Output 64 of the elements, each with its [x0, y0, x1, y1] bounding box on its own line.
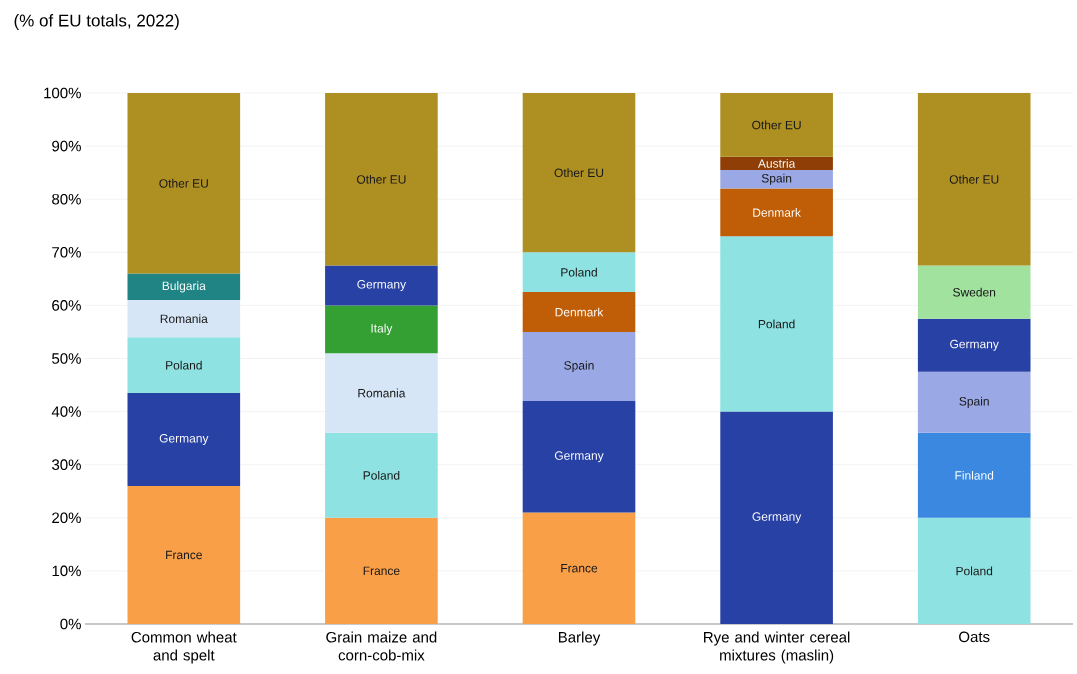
bar: [127, 485, 241, 624]
bar: [522, 292, 636, 332]
data-label: Other EU: [356, 174, 406, 184]
y-tick-label: 20%: [52, 512, 81, 524]
x-tick-label: Oats: [959, 631, 990, 643]
data-label: Other EU: [554, 168, 604, 178]
data-label: Bulgaria: [162, 281, 206, 293]
data-label: Romania: [358, 388, 406, 398]
y-tick-label: 100%: [44, 87, 81, 99]
x-tick-label: Grain maize and corn-cob-mix: [326, 631, 437, 661]
data-label: Poland: [758, 319, 795, 329]
data-label: Poland: [363, 470, 400, 480]
data-label: Other EU: [752, 120, 801, 130]
x-tick-label: Common wheat and spelt: [131, 631, 237, 664]
data-label: Spain: [761, 173, 792, 185]
data-label: Denmark: [753, 208, 801, 217]
bar: [917, 265, 1031, 319]
bar: [917, 371, 1031, 433]
bar: [127, 300, 241, 338]
y-tick-label: 80%: [52, 193, 81, 205]
data-label: Poland: [561, 267, 597, 277]
data-label: Poland: [956, 566, 993, 576]
bar: [325, 305, 438, 354]
bar: [127, 92, 241, 274]
data-label: Poland: [166, 360, 202, 370]
data-label: Romania: [160, 314, 208, 324]
data-label: Other EU: [159, 178, 208, 188]
data-label: Other EU: [949, 174, 999, 184]
y-tick-label: 30%: [52, 459, 81, 470]
bar: [522, 331, 636, 401]
bar: [325, 517, 438, 624]
bar: [522, 92, 636, 253]
bar: [917, 92, 1031, 266]
y-tick-label: 0%: [60, 618, 81, 630]
y-tick-label: 90%: [52, 140, 81, 152]
chart-subtitle: (% of EU totals, 2022): [14, 14, 179, 30]
data-label: Germany: [554, 451, 604, 463]
data-label: Austria: [757, 158, 796, 168]
data-label: France: [561, 564, 598, 573]
bar: [720, 92, 833, 157]
data-label: Germany: [950, 339, 999, 351]
data-label: Denmark: [555, 307, 604, 317]
bar: [522, 512, 636, 624]
bar: [720, 156, 833, 170]
x-tick-label: Barley: [558, 631, 601, 646]
data-label: Sweden: [953, 287, 996, 297]
data-label: Germany: [752, 512, 802, 524]
y-tick-label: 50%: [52, 353, 81, 364]
bar: [127, 273, 241, 301]
data-label: Spain: [959, 396, 989, 408]
data-label: Italy: [371, 323, 393, 335]
y-tick-label: 10%: [52, 565, 81, 577]
y-tick-label: 40%: [51, 406, 81, 417]
data-label: Germany: [159, 434, 209, 445]
x-tick-label: Rye and winter cereal mixtures (maslin): [704, 631, 850, 664]
data-label: Spain: [564, 360, 594, 373]
data-label: France: [363, 566, 400, 576]
data-label: Germany: [357, 280, 407, 291]
bar: [325, 92, 438, 266]
data-label: France: [166, 550, 202, 560]
bar: [917, 432, 1031, 518]
y-tick-label: 70%: [52, 246, 81, 258]
y-tick-label: 60%: [52, 300, 81, 311]
data-label: Finland: [955, 470, 994, 480]
